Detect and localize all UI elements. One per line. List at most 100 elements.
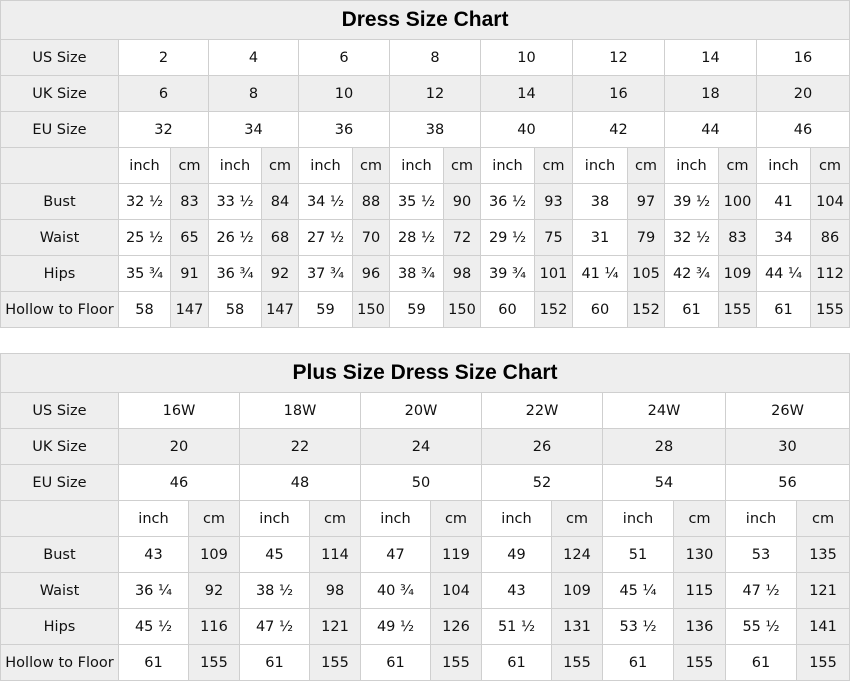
unit-inch: inch [239,500,310,537]
cm-value: 65 [170,219,209,256]
inch-value: 43 [118,536,189,573]
eu-size-cell: 34 [208,111,299,148]
cm-value: 141 [795,608,851,645]
us-size-cell: 6 [298,39,390,76]
cm-value: 115 [673,572,726,609]
inch-value: 38 ½ [239,572,310,609]
inch-value: 61 [756,291,811,328]
uk-size-cell: 6 [118,75,209,112]
uk-size-cell: 20 [118,428,240,465]
inch-value: 45 ¼ [602,572,674,609]
title-row: Plus Size Dress Size Chart [0,353,851,393]
cm-value: 68 [261,219,299,256]
unit-cm: cm [534,147,573,184]
measurement-row: Hollow to Floor 61 155 61 155 61 155 61 155 61 155… [0,644,851,681]
inch-value: 47 ½ [725,572,797,609]
eu-size-cell: 46 [118,464,240,501]
eu-size-cell: 46 [755,111,851,148]
us-size-cell: 4 [208,39,299,76]
cm-value: 152 [534,291,573,328]
us-size-cell: 10 [480,39,573,76]
measurement-label: Hips [0,255,119,292]
inch-value: 58 [118,291,171,328]
unit-inch: inch [572,147,628,184]
cm-value: 98 [309,572,361,609]
measurement-row: Bust 43 109 45 114 47 119 49 124 51 130 53 135 [0,536,851,573]
inch-value: 27 ½ [298,219,353,256]
inch-value: 53 [725,536,797,573]
measurement-row: Hips 45 ½ 116 47 ½ 121 49 ½ 126 51 ½ 131 53 ½ 136 5… [0,608,851,645]
us-size-cell: 12 [572,39,665,76]
unit-label-empty [0,147,119,184]
inch-value: 44 ¼ [756,255,811,292]
inch-value: 42 ¾ [664,255,719,292]
uk-size-label: UK Size [0,75,119,112]
eu-size-cell: 54 [602,464,726,501]
inch-value: 49 ½ [360,608,431,645]
cm-value: 136 [673,608,726,645]
measurement-label: Bust [0,536,119,573]
cm-value: 104 [809,183,851,220]
us-size-cell: 8 [389,39,481,76]
cm-value: 109 [718,255,757,292]
inch-value: 45 ½ [118,608,189,645]
inch-value: 39 ½ [664,183,719,220]
eu-size-cell: 52 [481,464,603,501]
inch-value: 60 [572,291,628,328]
inch-value: 28 ½ [389,219,444,256]
eu-size-cell: 40 [480,111,573,148]
measurement-label: Waist [0,219,119,256]
cm-value: 98 [443,255,481,292]
cm-value: 121 [309,608,361,645]
cm-value: 86 [809,219,851,256]
eu-size-row: EU Size 46 48 50 52 54 56 [0,464,851,501]
cm-value: 116 [188,608,240,645]
us-size-label: US Size [0,39,119,76]
measurement-label: Hollow to Floor [0,291,119,328]
cm-value: 96 [352,255,390,292]
inch-value: 61 [725,644,797,681]
inch-value: 58 [208,291,262,328]
us-size-cell: 2 [118,39,209,76]
us-size-cell: 20W [360,392,482,429]
unit-inch: inch [756,147,811,184]
inch-value: 61 [481,644,552,681]
uk-size-cell: 22 [239,428,361,465]
cm-value: 130 [673,536,726,573]
measurement-row: Waist 36 ¼ 92 38 ½ 98 40 ¾ 104 43 109 45 ¼ 115 47 ½… [0,572,851,609]
eu-size-cell: 32 [118,111,209,148]
inch-value: 45 [239,536,310,573]
unit-cm: cm [627,147,665,184]
cm-value: 112 [809,255,851,292]
inch-value: 53 ½ [602,608,674,645]
unit-inch: inch [725,500,797,537]
us-size-cell: 16 [755,39,851,76]
measurement-row: Bust 32 ½ 83 33 ½ 84 34 ½ 88 35 ½ 90 36 ½ 93 38 97 39… [0,183,851,220]
inch-value: 36 ½ [480,183,535,220]
unit-inch: inch [298,147,353,184]
unit-inch: inch [118,147,171,184]
inch-value: 37 ¾ [298,255,353,292]
cm-value: 124 [551,536,603,573]
cm-value: 114 [309,536,361,573]
inch-value: 51 [602,536,674,573]
cm-value: 155 [551,644,603,681]
cm-value: 155 [188,644,240,681]
unit-inch: inch [389,147,444,184]
inch-value: 61 [118,644,189,681]
cm-value: 155 [430,644,482,681]
unit-cm: cm [352,147,390,184]
cm-value: 155 [673,644,726,681]
inch-value: 35 ½ [389,183,444,220]
cm-value: 105 [627,255,665,292]
inch-value: 34 ½ [298,183,353,220]
inch-value: 33 ½ [208,183,262,220]
inch-value: 61 [602,644,674,681]
unit-cm: cm [188,500,240,537]
eu-size-row: EU Size 32 34 36 38 40 42 44 46 [0,111,851,148]
inch-value: 35 ¾ [118,255,171,292]
unit-label-empty [0,500,119,537]
us-size-cell: 26W [724,392,851,429]
unit-cm: cm [809,147,851,184]
unit-inch: inch [360,500,431,537]
